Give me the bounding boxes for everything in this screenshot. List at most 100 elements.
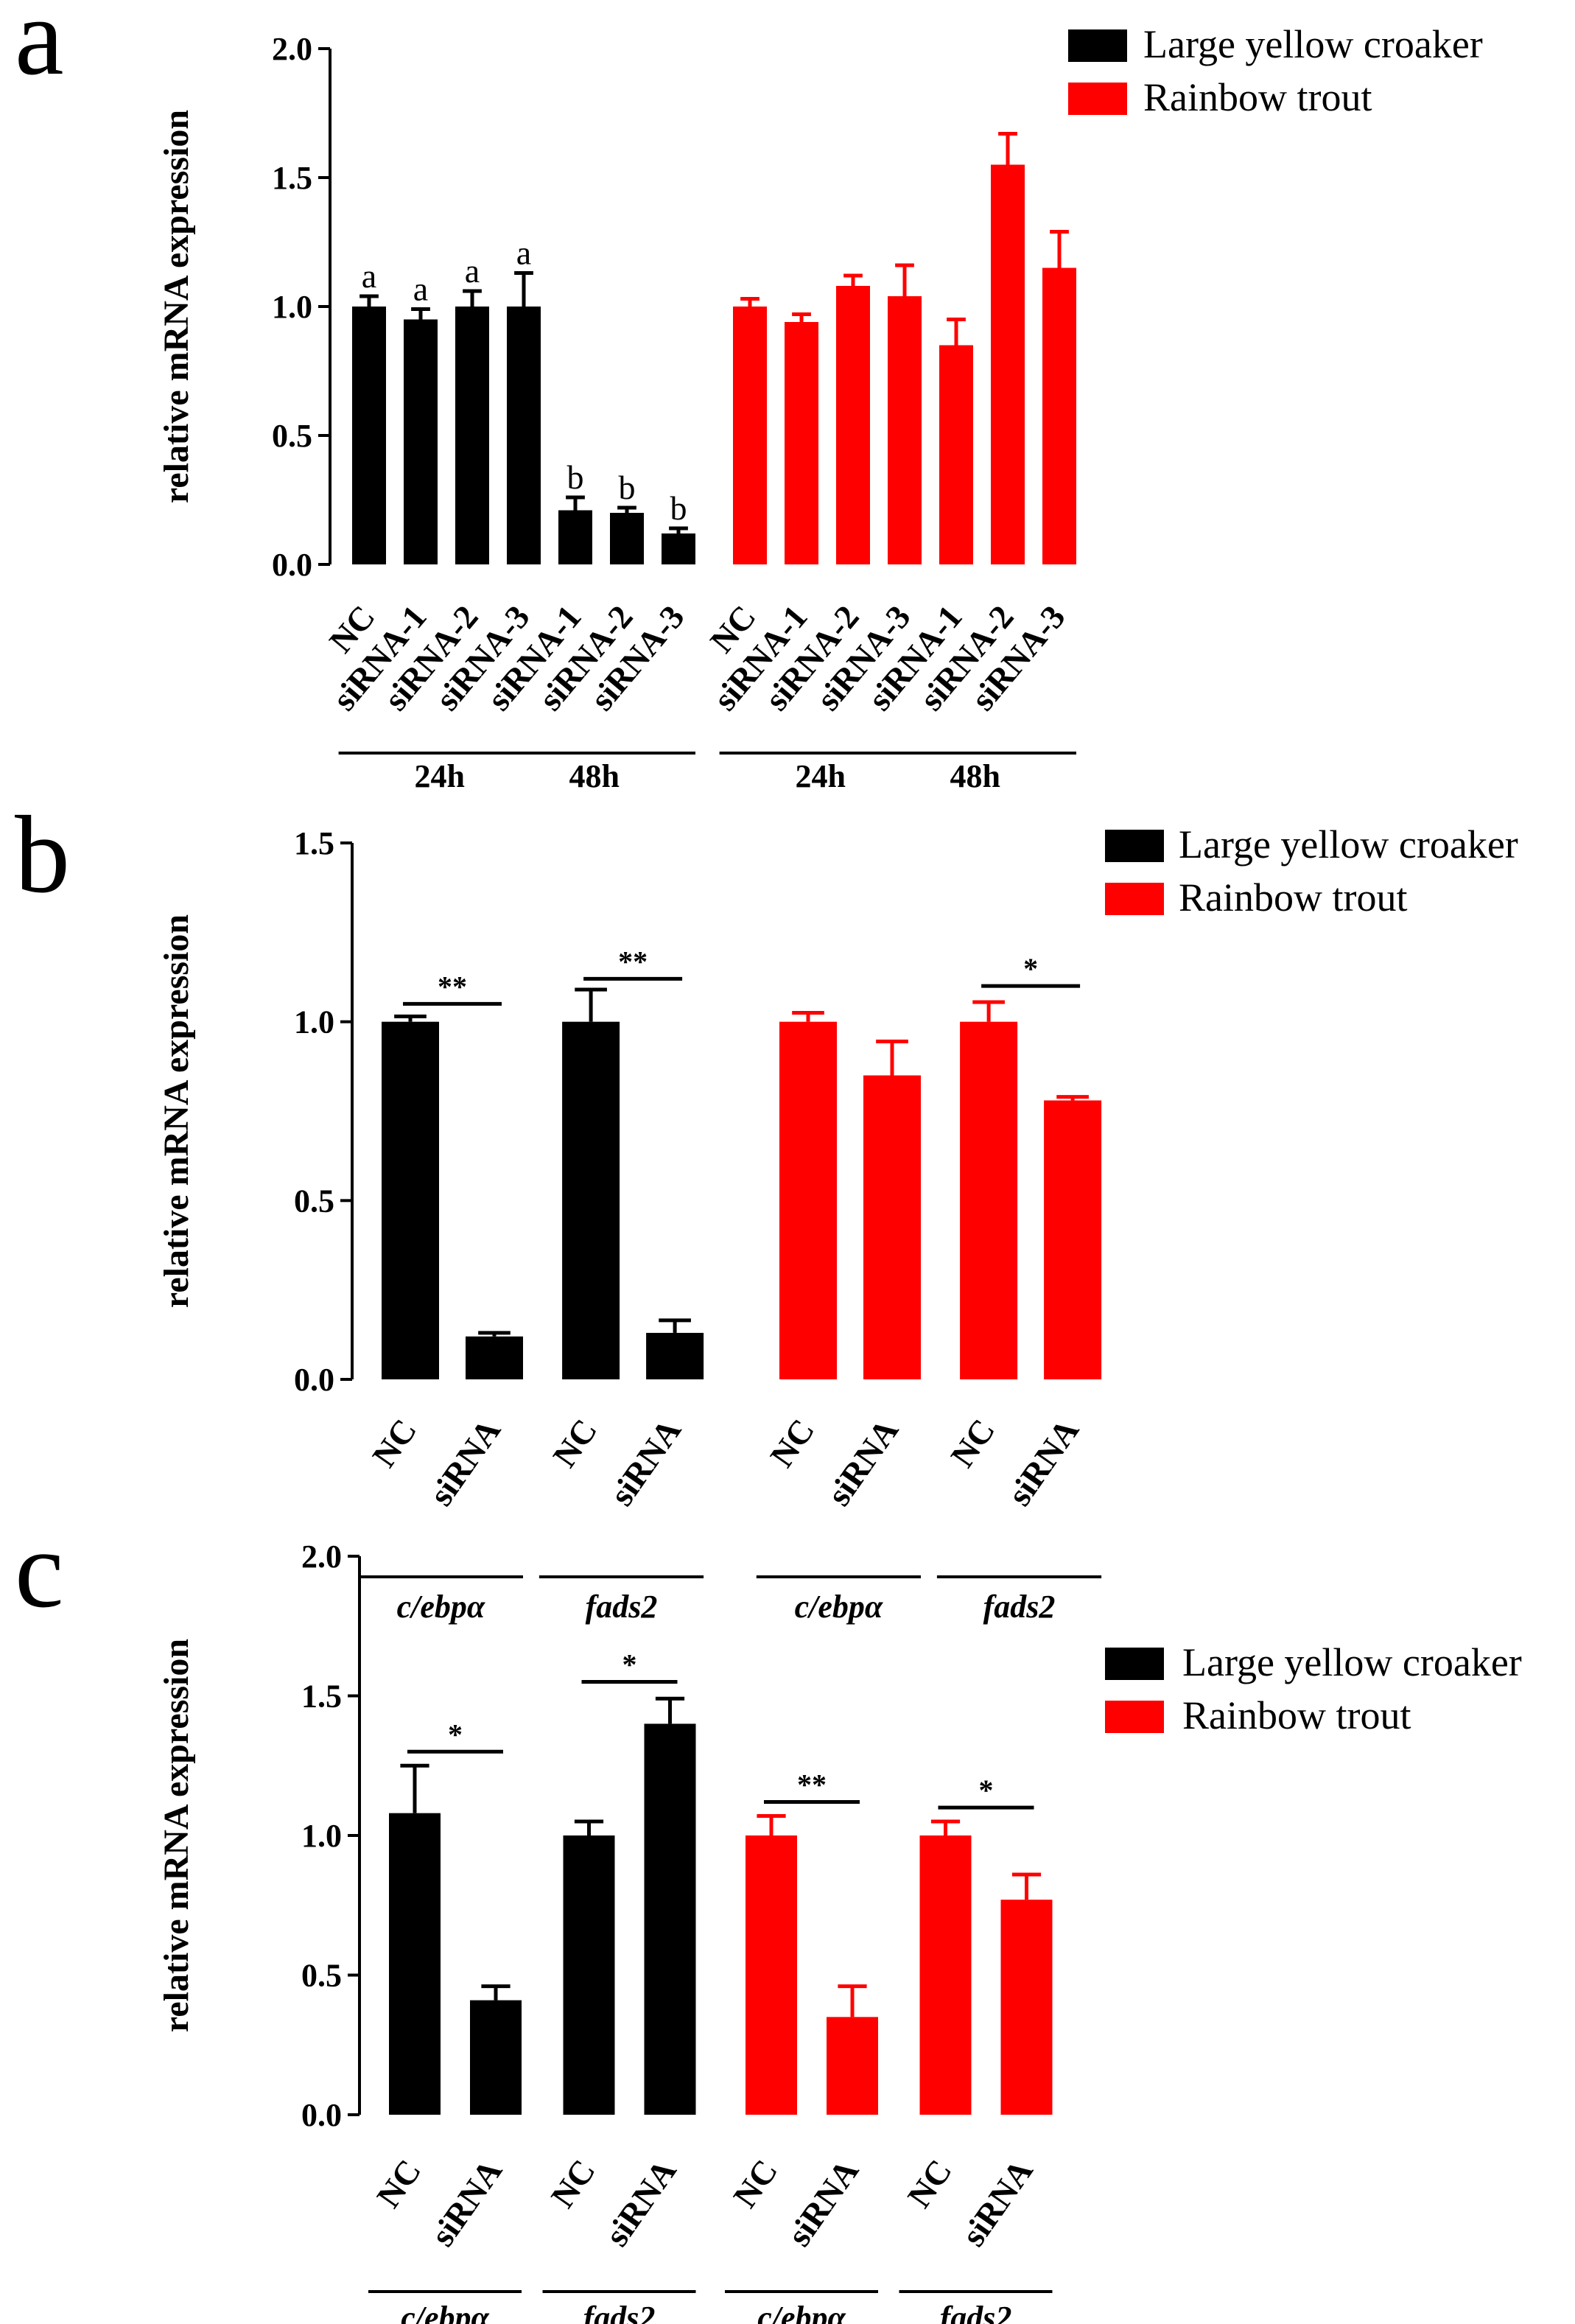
bar	[662, 533, 695, 564]
legend-swatch	[1068, 83, 1127, 115]
x-category-label: siRNA	[820, 1412, 906, 1512]
x-category-label: NC	[369, 2152, 428, 2214]
legend-swatch	[1105, 1701, 1164, 1733]
bar	[404, 319, 438, 564]
legend-label: Large yellow croaker	[1179, 822, 1518, 867]
significance-letter: a	[465, 252, 480, 290]
legend-label: Large yellow croaker	[1143, 22, 1483, 66]
legend-swatch	[1068, 29, 1127, 62]
significance-marker: **	[618, 945, 648, 978]
y-tick-label: 2.0	[272, 31, 312, 67]
bar	[562, 1021, 620, 1379]
group-label: 48h	[569, 758, 620, 794]
x-category-label: siRNA	[780, 2152, 866, 2253]
group-label: 24h	[415, 758, 465, 794]
significance-marker: *	[448, 1718, 463, 1751]
y-tick-label: 0.0	[272, 547, 312, 583]
x-category-label: NC	[545, 1412, 604, 1474]
group-label: fads2	[983, 1589, 1056, 1625]
x-category-label: siRNA	[954, 2152, 1040, 2253]
bar	[1042, 267, 1076, 564]
group-label: c/ebpα	[795, 1589, 883, 1625]
group-label: fads2	[583, 2300, 656, 2324]
y-tick-label: 2.0	[301, 1539, 342, 1575]
panel-letter: c	[15, 1508, 64, 1631]
significance-letter: a	[516, 234, 531, 272]
bar	[827, 2017, 878, 2115]
bar	[507, 307, 541, 564]
y-tick-label: 1.0	[272, 289, 312, 325]
y-tick-label: 0.5	[272, 418, 312, 454]
bar	[863, 1075, 921, 1379]
significance-marker: **	[797, 1768, 827, 1802]
x-category-label: NC	[762, 1412, 821, 1474]
bar	[610, 513, 644, 564]
y-axis-title: relative mRNA expression	[157, 914, 196, 1308]
group-label: fads2	[586, 1589, 658, 1625]
bar	[779, 1021, 837, 1379]
y-tick-label: 1.0	[301, 1818, 342, 1854]
y-tick-label: 0.0	[301, 2097, 342, 2133]
legend-swatch	[1105, 883, 1164, 915]
bar	[939, 345, 973, 564]
significance-marker: *	[622, 1648, 637, 1681]
x-category-label: siRNA	[422, 1412, 508, 1512]
x-category-label: NC	[365, 1412, 424, 1474]
bar	[382, 1021, 439, 1379]
group-label: c/ebpα	[757, 2300, 846, 2324]
x-category-label: siRNA	[424, 2152, 510, 2253]
significance-letter: a	[413, 270, 428, 308]
bar	[644, 1723, 696, 2115]
bar	[470, 2000, 522, 2115]
bar	[919, 1835, 972, 2115]
significance-letter: b	[567, 458, 584, 496]
group-label: fads2	[940, 2300, 1012, 2324]
panel-letter: a	[15, 0, 64, 98]
bar	[455, 307, 489, 564]
bar	[888, 296, 922, 564]
bar	[466, 1336, 523, 1379]
bar	[352, 307, 386, 564]
y-tick-label: 1.5	[301, 1679, 342, 1715]
bar	[836, 286, 870, 564]
legend-label: Rainbow trout	[1182, 1693, 1411, 1737]
bar	[991, 164, 1025, 564]
panel-c: c 0.0 0.5 1.0 1.5 2.0 relative mRNA expression…	[15, 1508, 1522, 2324]
x-category-label: NC	[900, 2152, 959, 2214]
bar	[389, 1813, 441, 2115]
group-label: 24h	[796, 758, 846, 794]
significance-marker: **	[438, 970, 467, 1003]
bar	[960, 1021, 1018, 1379]
y-axis-title: relative mRNA expression	[157, 110, 196, 503]
bar	[1000, 1900, 1053, 2115]
y-axis-title: relative mRNA expression	[157, 1639, 196, 2032]
y-tick-label: 0.5	[301, 1958, 342, 1994]
bar	[746, 1835, 797, 2115]
x-category-label: NC	[544, 2152, 603, 2214]
significance-letter: b	[670, 489, 687, 527]
group-label: c/ebpα	[397, 1589, 485, 1625]
x-category-label: siRNA	[597, 2152, 684, 2253]
y-tick-label: 0.0	[294, 1362, 334, 1398]
group-label: c/ebpα	[401, 2300, 489, 2324]
significance-letter: b	[619, 469, 636, 506]
y-tick-label: 1.5	[272, 160, 312, 196]
bar	[646, 1332, 704, 1379]
panel-a: a 0.0 0.5 1.0 1.5 2.0 relative mRNA expression…	[15, 0, 1483, 794]
legend-swatch	[1105, 1648, 1164, 1680]
group-label: 48h	[950, 758, 1000, 794]
significance-letter: a	[362, 257, 376, 295]
significance-marker: *	[979, 1774, 994, 1807]
panel-letter: b	[15, 794, 70, 916]
bar	[1044, 1100, 1102, 1379]
significance-marker: *	[1023, 952, 1038, 985]
legend-label: Rainbow trout	[1143, 75, 1372, 119]
bar	[558, 510, 592, 564]
x-category-label: siRNA	[603, 1412, 689, 1512]
bar	[785, 322, 818, 564]
legend-label: Rainbow trout	[1179, 875, 1407, 920]
y-tick-label: 0.5	[294, 1183, 334, 1219]
legend-label: Large yellow croaker	[1182, 1640, 1522, 1684]
